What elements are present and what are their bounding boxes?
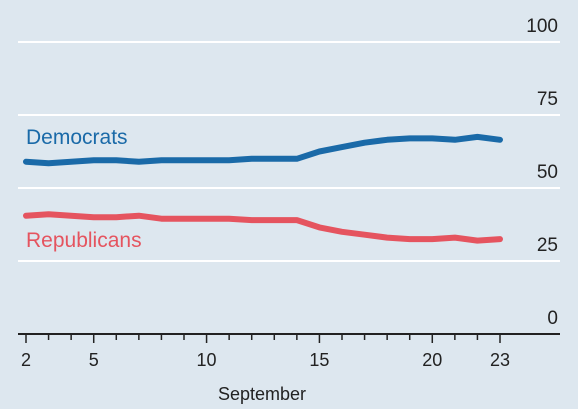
series-line-democrats: [23, 133, 503, 167]
y-tick-label-0: 0: [547, 308, 558, 329]
series-line-republicans: [23, 211, 503, 244]
y-tick-label-25: 25: [537, 235, 558, 256]
x-axis: [18, 333, 560, 343]
x-tick-labels: 2 5 10 15 20 23: [21, 350, 510, 370]
series-lines: [23, 133, 503, 244]
gridlines: [18, 41, 560, 262]
x-tick-label-23: 23: [490, 350, 510, 370]
y-tick-label-50: 50: [537, 162, 558, 183]
x-tick-label-20: 20: [422, 350, 442, 370]
x-tick-label-10: 10: [197, 350, 217, 370]
y-tick-label-75: 75: [537, 89, 558, 110]
x-tick-label-5: 5: [89, 350, 99, 370]
series-label-republicans: Republicans: [26, 229, 142, 252]
y-tick-labels: 0 25 50 75 100: [526, 16, 558, 329]
series-label-democrats: Democrats: [26, 126, 128, 149]
y-tick-label-100: 100: [526, 16, 558, 37]
x-tick-label-2: 2: [21, 350, 31, 370]
x-axis-label: September: [218, 384, 306, 404]
x-tick-label-15: 15: [309, 350, 329, 370]
series-labels: Democrats Republicans: [26, 126, 142, 252]
